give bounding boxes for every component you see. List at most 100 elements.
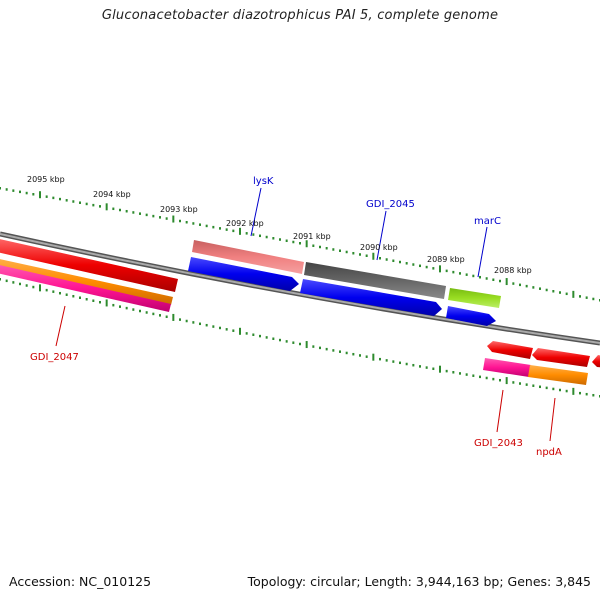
- gene-label-GDI_2043: GDI_2043: [474, 438, 523, 449]
- kbp-label-2093: 2093 kbp: [160, 205, 198, 214]
- lower-scale-tick: [392, 360, 395, 363]
- lower-scale-tick: [185, 319, 188, 323]
- upper-scale-tick: [145, 213, 148, 217]
- upper-scale-tick: [299, 242, 301, 245]
- lower-scale-tick: [225, 328, 228, 331]
- lower-scale-tick: [385, 359, 388, 362]
- upper-scale-tick: [105, 203, 108, 211]
- lower-scale-tick: [552, 387, 555, 391]
- upper-scale-tick: [379, 257, 381, 260]
- kbp-label-2095: 2095 kbp: [27, 175, 65, 184]
- gene-label-GDI_2047: GDI_2047: [30, 352, 79, 363]
- lower-scale-tick: [579, 391, 581, 395]
- lower-scale-tick: [325, 347, 328, 351]
- scale-dots: [0, 187, 600, 398]
- lower-scale-tick: [59, 291, 61, 295]
- upper-scale-tick: [239, 227, 241, 235]
- upper-scale-tick: [445, 269, 448, 273]
- upper-scale-tick: [159, 216, 161, 219]
- feature-GDI_2045-gene: [304, 262, 446, 299]
- lower-scale-tick: [219, 326, 221, 330]
- lower-scale-tick: [359, 354, 361, 357]
- upper-scale-tick: [72, 200, 75, 203]
- lower-scale-tick: [305, 341, 308, 349]
- lower-scale-tick: [532, 384, 535, 387]
- kbp-label-2092: 2092 kbp: [226, 219, 264, 228]
- lower-scale-tick: [45, 288, 48, 292]
- lower-scale-tick: [372, 353, 375, 361]
- upper-scale-tick: [5, 188, 8, 191]
- upper-scale-tick: [579, 295, 581, 298]
- backbone: [0, 231, 600, 346]
- feature-red-right-3: [592, 355, 600, 368]
- upper-scale-tick: [232, 229, 235, 233]
- feature-red-right-2: [532, 348, 590, 367]
- upper-scale-tick: [545, 288, 548, 292]
- upper-scale-tick: [412, 263, 415, 266]
- upper-scale-tick: [32, 193, 35, 196]
- upper-scale-tick: [292, 240, 295, 244]
- lower-scale-tick: [405, 362, 408, 366]
- lower-scale-tick: [379, 357, 381, 361]
- leader-lines: [55, 187, 556, 442]
- feature-marC-cds: [446, 306, 496, 326]
- lower-scale-tick: [125, 306, 128, 310]
- lower-scale-tick: [512, 381, 515, 384]
- upper-scale-tick: [492, 278, 495, 282]
- lower-scale-tick: [505, 377, 508, 385]
- upper-scale-tick: [152, 214, 155, 218]
- lower-scale-tick: [165, 315, 168, 319]
- feature-orange-left: [0, 259, 173, 305]
- lower-scale-tick: [245, 332, 248, 335]
- lower-scale-tick: [425, 366, 428, 369]
- lower-scale-tick: [52, 290, 55, 293]
- upper-scale-tick: [199, 223, 201, 226]
- upper-scale-tick: [39, 191, 41, 199]
- lower-scale-tick: [432, 367, 435, 371]
- kbp-label-2094: 2094 kbp: [93, 190, 131, 199]
- lower-scale-tick: [65, 293, 68, 296]
- upper-scale-tick: [359, 253, 361, 256]
- upper-scale-tick: [119, 208, 121, 212]
- upper-scale-tick: [132, 211, 135, 214]
- gene-label-GDI_2045: GDI_2045: [366, 199, 415, 210]
- lower-scale-tick: [465, 373, 468, 376]
- lower-scale-tick: [265, 336, 268, 339]
- kbp-label-2088: 2088 kbp: [494, 266, 532, 275]
- upper-scale-tick: [45, 195, 48, 198]
- upper-scale-tick: [192, 222, 195, 225]
- feature-group-center: [188, 240, 501, 326]
- upper-scale-tick: [532, 286, 535, 289]
- upper-scale-tick: [245, 232, 248, 235]
- lower-scale-tick: [525, 383, 528, 386]
- lower-scale-tick: [439, 365, 441, 373]
- lower-scale-tick: [539, 385, 541, 389]
- upper-scale-tick: [305, 240, 308, 248]
- upper-scale-tick: [19, 190, 21, 194]
- upper-scale-tick: [472, 274, 475, 278]
- lower-scale-tick: [72, 294, 75, 298]
- upper-scale-tick: [319, 245, 321, 249]
- lower-scale-tick: [585, 392, 588, 396]
- map-title: Gluconacetobacter diazotrophicus PAI 5, …: [101, 8, 499, 23]
- upper-scale-tick: [392, 259, 395, 263]
- lower-scale-tick: [39, 284, 41, 292]
- lower-scale-tick: [445, 369, 448, 373]
- upper-scale-tick: [252, 233, 255, 236]
- lower-scale-tick: [419, 365, 421, 368]
- lower-scale-tick: [159, 314, 161, 317]
- lower-scale-tick: [5, 279, 8, 283]
- upper-scale-tick: [525, 284, 528, 288]
- upper-scale-tick: [512, 282, 515, 285]
- lower-scale-tick: [499, 378, 501, 382]
- upper-scale-tick: [12, 189, 15, 192]
- upper-scale-tick: [0, 187, 1, 190]
- lower-scale-tick: [79, 296, 81, 299]
- upper-scale-tick: [279, 238, 281, 241]
- lower-scale-tick: [132, 308, 135, 311]
- upper-scale-tick: [332, 248, 335, 251]
- feature-red-right-1: [487, 341, 533, 359]
- lower-scale-tick: [172, 313, 175, 321]
- upper-scale-tick: [405, 262, 408, 265]
